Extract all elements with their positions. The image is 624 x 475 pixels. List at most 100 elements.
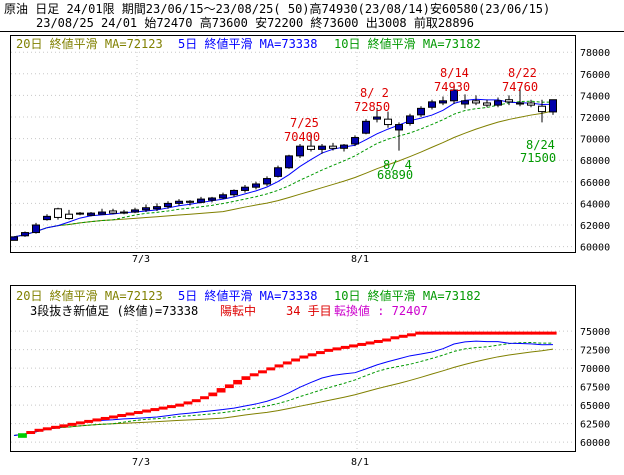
candle-body [329,145,337,149]
brick [332,347,342,351]
top-ytick-label: 68000 [580,156,610,167]
brick [522,331,532,335]
top-ytick-label: 76000 [580,70,610,81]
brick [365,341,375,345]
candle-body [76,212,84,215]
candle-body [340,144,348,149]
top-ytick-label: 62000 [580,221,610,232]
brick [241,376,251,380]
brick-count: 34 手目 [286,304,332,318]
top-ytick-label: 70000 [580,135,610,146]
candle-body [362,120,370,134]
brick [489,331,499,335]
candle-body [439,100,447,104]
candle-body [252,183,260,188]
brick [407,333,416,337]
brick [349,344,358,348]
candle-body [351,137,359,145]
top-moving-averages [13,98,554,238]
annotation-value: 74760 [502,80,538,94]
trend-status: 陽転中 [220,303,256,318]
top-gridlines [11,36,575,252]
annotation-date: 8/ 2 [360,86,389,100]
candle-body [483,102,491,106]
brick [100,416,110,420]
bottom-ytick-label: 62500 [580,420,610,431]
annotation-value: 70400 [284,130,320,144]
brick [547,331,557,335]
brick [150,408,160,412]
brick [299,355,309,359]
top-xtick-8-1: 8/1 [351,254,369,265]
brick [133,411,143,415]
top-xtick-7-3: 7/3 [132,254,150,265]
candle-body [120,211,128,214]
brick [282,361,292,365]
candle-body [153,206,161,210]
brick [373,339,383,343]
brick [142,409,152,413]
candle-body [230,189,238,196]
brick [208,392,218,397]
candle-body [263,178,271,185]
brick [175,403,185,407]
candle-body [10,236,18,241]
brick [183,401,193,405]
brick [531,331,541,335]
top-legend-ma10: 10日 終値平滑 MA=73182 [334,36,481,51]
brick [200,396,209,400]
candle-body [395,124,403,131]
top-panel-frame [10,35,576,253]
bottom-ytick-label: 67500 [580,383,610,394]
start-brick [18,433,27,438]
candle-body [32,224,40,234]
candle-body [21,232,29,237]
top-y-ticks: 60000 62000 64000 66000 68000 70000 72000 74000… [580,48,610,253]
bottom-ma10-line [13,341,554,436]
brick [109,415,118,419]
annotation-date: 8/22 [508,66,537,80]
candle-body [43,215,51,221]
brick [117,413,127,417]
candle-body [461,100,469,105]
candle-body [406,115,414,124]
brick [125,412,135,416]
bottom-ytick-label: 60000 [580,438,610,449]
candle-body [494,100,502,106]
brick [324,348,334,352]
candle-body [472,100,480,104]
top-ytick-label: 66000 [580,178,610,189]
brick [506,331,516,335]
brick [307,353,317,357]
bottom-legend-ma20: 20日 終値平滑 MA=72123 [16,288,163,303]
candle-body [527,102,535,106]
candle-body [98,211,106,215]
brick [51,425,60,429]
brick [291,358,301,362]
bottom-ytick-label: 75000 [580,327,610,338]
brick [274,364,284,368]
header-line-2: 23/08/25 24/01 始72470 高73600 安72200 終736… [36,16,475,30]
annotation-value: 72850 [354,100,390,114]
candle-body [164,202,172,208]
candle-body [142,207,150,211]
brick [382,338,392,342]
conversion-value: 転換値 : 72407 [334,303,428,318]
brick [431,331,441,335]
candle-body [516,102,524,105]
candle-body [450,89,458,102]
candle-body [428,101,436,108]
brick [315,351,325,355]
bottom-legend-ma5: 5日 終値平滑 MA=73338 [178,288,317,303]
candle-body [208,197,216,201]
brick [191,399,201,403]
candle-body [538,105,546,113]
top-ytick-label: 60000 [580,243,610,254]
annotation-value: 71500 [520,151,556,165]
top-legend-ma5: 5日 終値平滑 MA=73338 [178,36,317,51]
candle-body [219,194,227,199]
top-ytick-label: 74000 [580,91,610,102]
brick [539,331,549,335]
brick [481,331,491,335]
